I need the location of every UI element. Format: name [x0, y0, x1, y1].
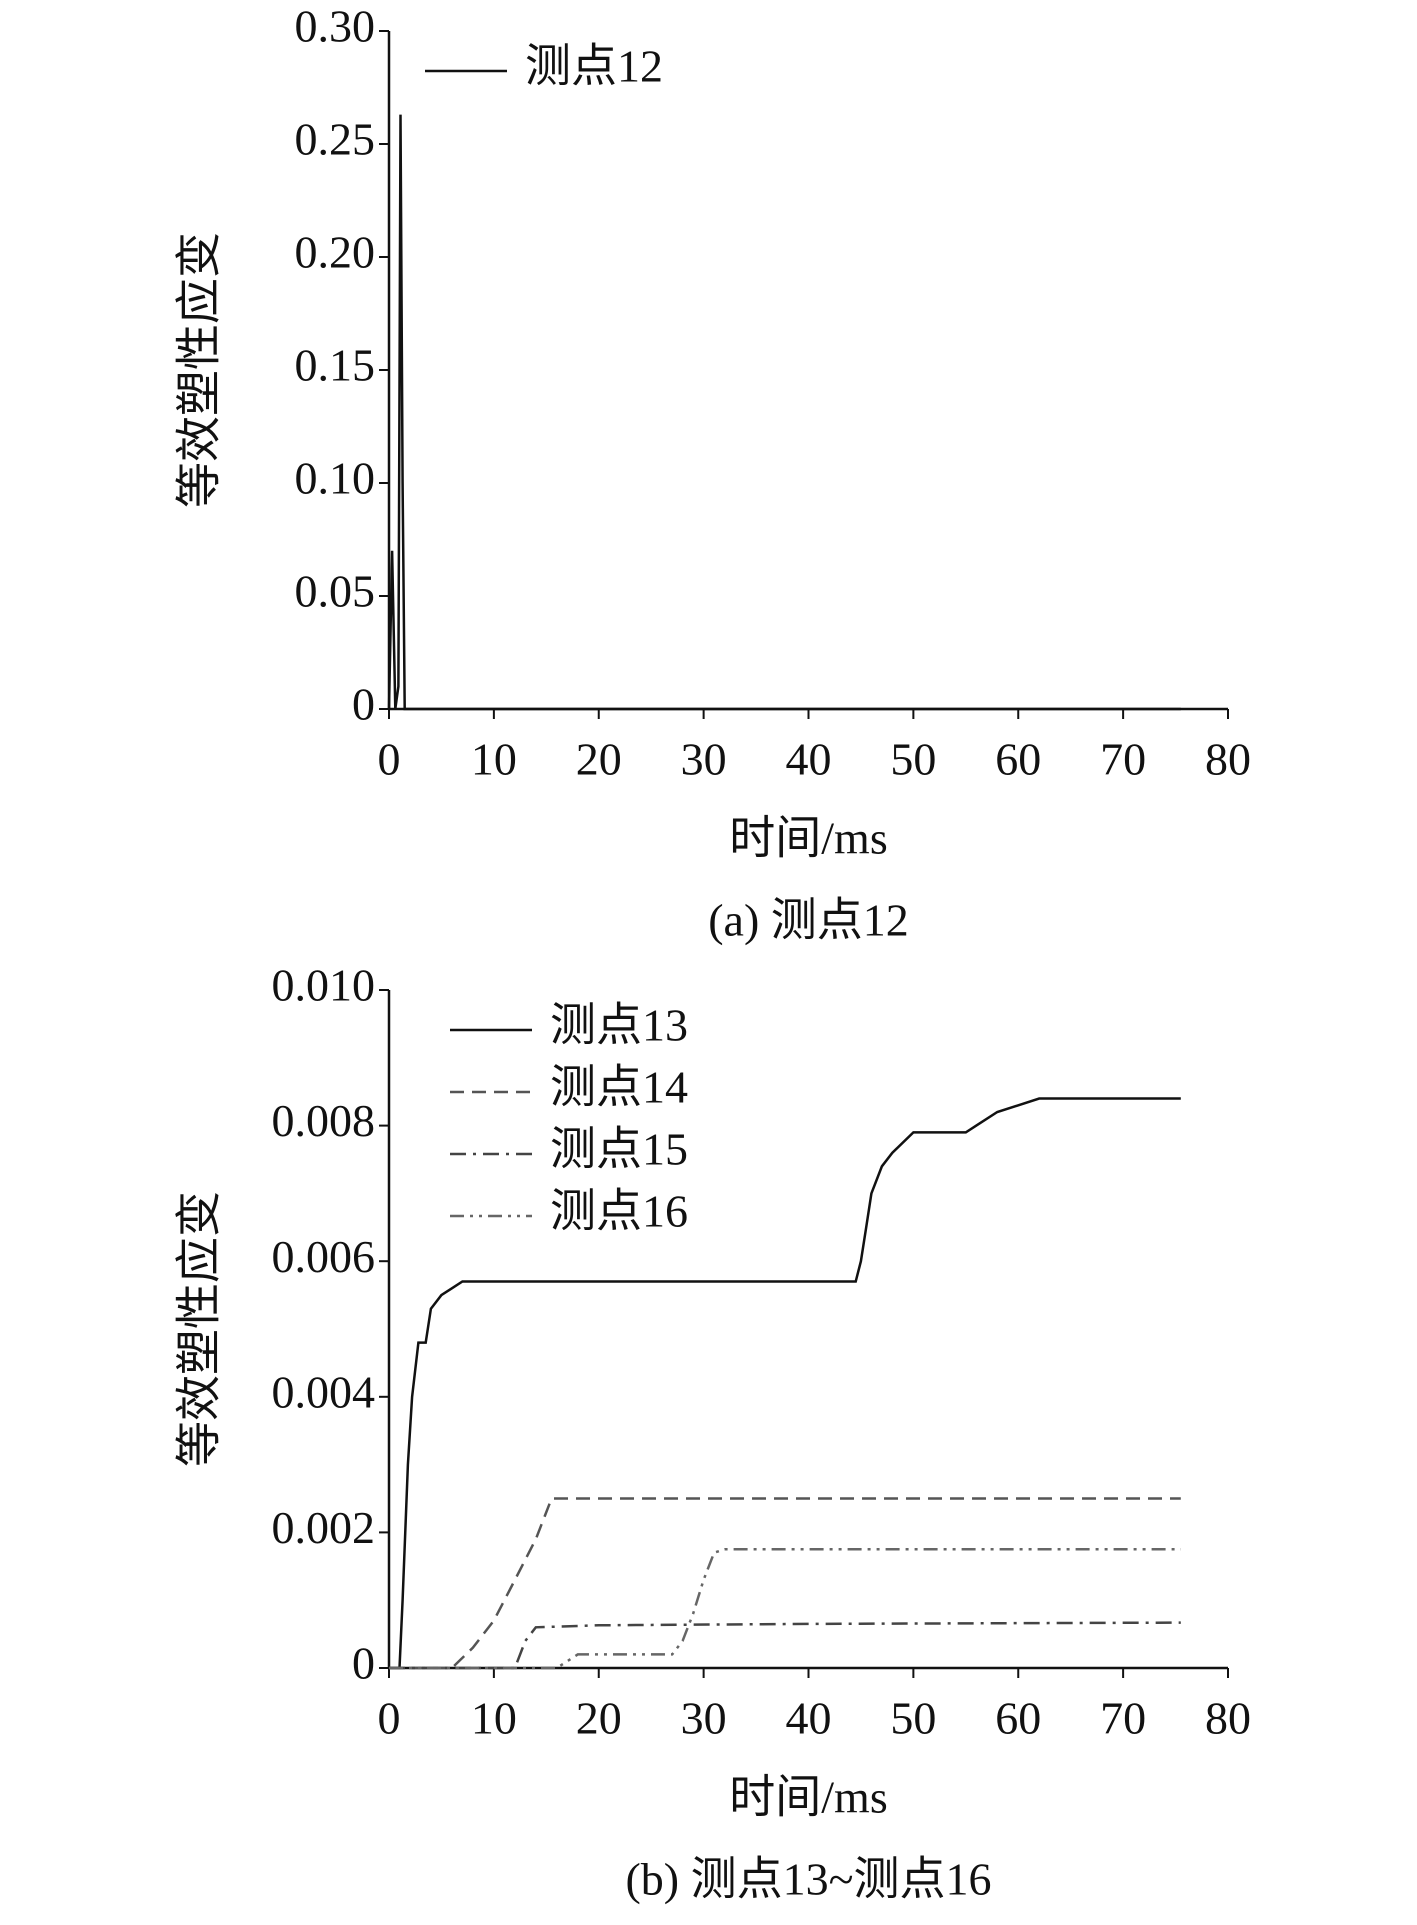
y-tick-label: 0.008 [272, 1095, 376, 1146]
y-tick-label: 0.25 [295, 114, 376, 165]
y-tick-label: 0.10 [295, 453, 376, 504]
x-tick-label: 30 [681, 1693, 727, 1744]
x-tick-label: 40 [786, 1693, 832, 1744]
x-tick-label: 60 [995, 734, 1041, 785]
y-tick-label: 0.002 [272, 1502, 376, 1553]
x-tick-label: 70 [1100, 1693, 1146, 1744]
y-tick-label: 0 [352, 679, 375, 730]
data-line [389, 1497, 1181, 1670]
x-tick-label: 60 [995, 1693, 1041, 1744]
x-tick-label: 80 [1205, 734, 1251, 785]
x-tick-label: 50 [890, 1693, 936, 1744]
y-axis-label: 等效塑性应变 [174, 232, 225, 508]
legend-label: 测点15 [550, 1124, 688, 1175]
y-tick-label: 0.006 [272, 1231, 376, 1282]
y-tick-label: 0 [352, 1638, 375, 1689]
legend-label: 测点13 [550, 1000, 688, 1051]
data-line [389, 1548, 1181, 1670]
x-axis-label: 时间/ms [729, 813, 887, 864]
y-tick-label: 0.30 [295, 1, 376, 52]
x-tick-label: 80 [1205, 1693, 1251, 1744]
x-tick-label: 0 [378, 734, 401, 785]
y-tick-label: 0.15 [295, 340, 376, 391]
x-tick-label: 30 [681, 734, 727, 785]
legend-label: 测点12 [525, 41, 663, 92]
x-tick-label: 70 [1100, 734, 1146, 785]
x-tick-label: 40 [786, 734, 832, 785]
data-line [389, 1097, 1181, 1670]
legend-label: 测点16 [550, 1186, 688, 1237]
data-line [387, 114, 1181, 711]
x-tick-label: 20 [576, 734, 622, 785]
y-tick-label: 0.20 [295, 227, 376, 278]
data-line [389, 1621, 1181, 1670]
x-axis-label: 时间/ms [729, 1772, 887, 1823]
legend-label: 测点14 [550, 1062, 688, 1113]
x-tick-label: 20 [576, 1693, 622, 1744]
x-tick-label: 10 [471, 734, 517, 785]
y-tick-label: 0.05 [295, 566, 376, 617]
x-tick-label: 0 [378, 1693, 401, 1744]
x-tick-label: 10 [471, 1693, 517, 1744]
caption: (a) 测点12 [708, 895, 909, 946]
y-tick-label: 0.004 [272, 1366, 376, 1417]
y-tick-label: 0.010 [272, 960, 376, 1011]
x-tick-label: 50 [890, 734, 936, 785]
caption: (b) 测点13~测点16 [625, 1854, 991, 1905]
y-axis-label: 等效塑性应变 [174, 1191, 225, 1467]
